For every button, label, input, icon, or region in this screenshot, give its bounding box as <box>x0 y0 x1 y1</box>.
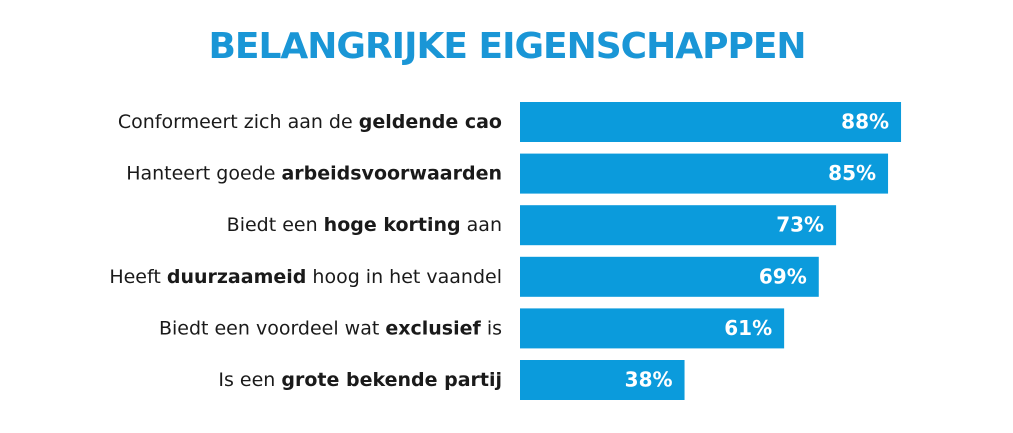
category-label-part: is <box>481 317 502 339</box>
value-label: 38% <box>625 368 673 392</box>
category-label: Biedt een hoge korting aan <box>227 214 502 236</box>
value-label: 88% <box>841 110 889 134</box>
category-label-part: exclusief <box>385 317 481 339</box>
bar <box>520 102 902 142</box>
category-label: Conformeert zich aan de geldende cao <box>118 111 502 133</box>
chart-title: BELANGRIJKE EIGENSCHAPPEN <box>208 26 805 67</box>
category-label-part: grote bekende partij <box>281 369 502 391</box>
category-label-part: Hanteert goede <box>126 162 281 184</box>
category-label: Heeft duurzaameid hoog in het vaandel <box>109 265 502 287</box>
category-label-part: Is een <box>218 369 281 391</box>
category-label-part: hoge korting <box>324 214 461 236</box>
category-label: Hanteert goede arbeidsvoorwaarden <box>126 162 502 184</box>
category-label-part: aan <box>461 214 502 236</box>
category-label-part: arbeidsvoorwaarden <box>281 162 502 184</box>
value-label: 69% <box>759 264 807 288</box>
bar <box>520 153 889 194</box>
value-label: 61% <box>724 316 772 340</box>
bar <box>520 205 837 246</box>
category-label-part: duurzaameid <box>167 265 307 287</box>
category-label-part: hoog in het vaandel <box>306 265 502 287</box>
category-label-part: geldende cao <box>359 111 502 133</box>
category-label-part: Biedt een <box>227 214 324 236</box>
category-label-part: Conformeert zich aan de <box>118 111 359 133</box>
category-label-part: Biedt een voordeel wat <box>159 317 385 339</box>
category-label: Is een grote bekende partij <box>218 369 502 391</box>
value-label: 85% <box>828 161 876 185</box>
value-label: 73% <box>776 213 824 237</box>
category-label: Biedt een voordeel wat exclusief is <box>159 317 502 339</box>
category-label-part: Heeft <box>109 265 167 287</box>
bar <box>520 256 819 297</box>
bar <box>520 360 685 400</box>
bar <box>520 308 785 349</box>
